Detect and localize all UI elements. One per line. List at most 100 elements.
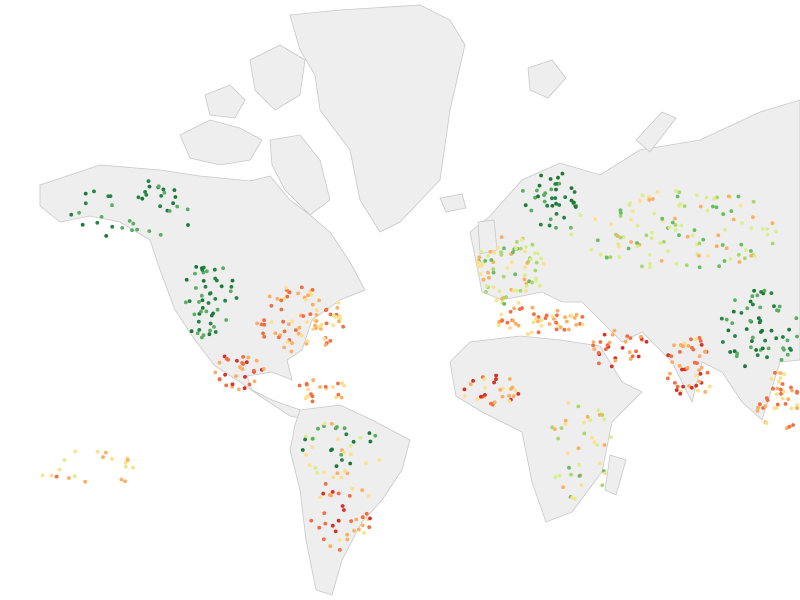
station-dot	[789, 348, 793, 352]
station-dot	[336, 301, 341, 305]
station-dot	[705, 370, 710, 375]
station-dot	[284, 286, 289, 290]
station-dot	[754, 348, 758, 352]
station-dot	[673, 223, 678, 227]
station-dot	[603, 347, 608, 352]
station-dot	[212, 325, 216, 329]
station-dot	[748, 318, 753, 323]
station-dot	[172, 188, 177, 193]
greenland	[289, 4, 466, 233]
arctic-islands	[249, 44, 306, 111]
station-dot	[273, 331, 278, 336]
station-dot	[352, 528, 356, 533]
station-dot	[655, 190, 660, 194]
station-dot	[755, 409, 760, 413]
station-dot	[589, 247, 594, 252]
station-dot	[184, 277, 189, 282]
station-dot	[339, 452, 344, 457]
station-dot	[228, 289, 233, 294]
station-dot	[187, 299, 192, 303]
station-dot	[598, 461, 602, 466]
station-dot	[507, 393, 511, 398]
station-dot	[524, 289, 528, 293]
station-dot	[230, 278, 235, 283]
station-dot	[732, 349, 737, 354]
station-dot	[509, 260, 514, 264]
station-dot	[367, 525, 372, 530]
station-dot	[243, 375, 247, 379]
station-dot	[694, 383, 699, 388]
station-dot	[282, 296, 287, 301]
station-dot	[330, 421, 334, 426]
station-dot	[40, 473, 45, 478]
station-dot	[635, 223, 640, 228]
station-dot	[189, 329, 194, 334]
station-dot	[159, 194, 164, 198]
station-dot	[324, 321, 329, 326]
station-dot	[674, 262, 679, 266]
station-dot	[533, 268, 538, 273]
station-dot	[322, 511, 327, 516]
station-dot	[775, 308, 779, 313]
station-dot	[501, 386, 505, 391]
station-dot	[499, 253, 504, 257]
station-dot	[297, 325, 302, 330]
station-dot	[342, 508, 346, 512]
station-dot	[156, 184, 161, 189]
station-dot	[303, 297, 308, 302]
station-dot	[612, 328, 617, 333]
station-dot	[213, 370, 218, 375]
station-dot	[714, 244, 719, 249]
station-dot	[143, 190, 148, 194]
station-dot	[479, 394, 483, 399]
station-dot	[120, 226, 125, 230]
station-dot	[562, 215, 566, 220]
station-dot	[752, 254, 757, 258]
station-dot	[496, 323, 501, 327]
station-dot	[293, 328, 298, 332]
station-dot	[196, 319, 201, 324]
station-dot	[565, 451, 570, 456]
station-dot	[536, 319, 540, 324]
madagascar	[604, 454, 627, 496]
station-dot	[598, 252, 603, 257]
station-dot	[522, 277, 527, 282]
station-dot	[717, 264, 721, 269]
station-dot	[494, 377, 498, 382]
station-dot	[161, 187, 166, 192]
station-dot	[554, 225, 558, 230]
station-dot	[662, 239, 666, 244]
station-dot	[199, 293, 204, 298]
station-dot	[221, 266, 226, 271]
station-dot	[516, 301, 521, 305]
station-dot	[223, 372, 228, 377]
station-dot	[313, 466, 318, 470]
station-dot	[731, 309, 736, 314]
station-dot	[230, 382, 235, 387]
station-dot	[644, 233, 649, 238]
station-dot	[345, 471, 350, 476]
station-dot	[579, 483, 584, 487]
station-dot	[569, 225, 573, 230]
station-dot	[255, 321, 259, 326]
station-dot	[600, 483, 605, 488]
station-dot	[555, 308, 560, 313]
station-dot	[507, 377, 512, 381]
station-dot	[736, 252, 741, 257]
station-dot	[237, 387, 241, 392]
station-dot	[212, 267, 217, 272]
station-dot	[303, 437, 307, 442]
station-dot	[649, 230, 654, 235]
station-dot	[331, 323, 335, 328]
station-dot	[758, 402, 762, 407]
station-dot	[697, 241, 702, 246]
station-dot	[297, 383, 302, 388]
station-dot	[335, 437, 340, 441]
station-dot	[610, 332, 615, 337]
station-dot	[358, 435, 363, 440]
station-dot	[67, 476, 71, 480]
station-dot	[708, 384, 712, 389]
station-dot	[592, 440, 597, 445]
station-dot	[314, 319, 319, 323]
station-dot	[489, 258, 494, 262]
